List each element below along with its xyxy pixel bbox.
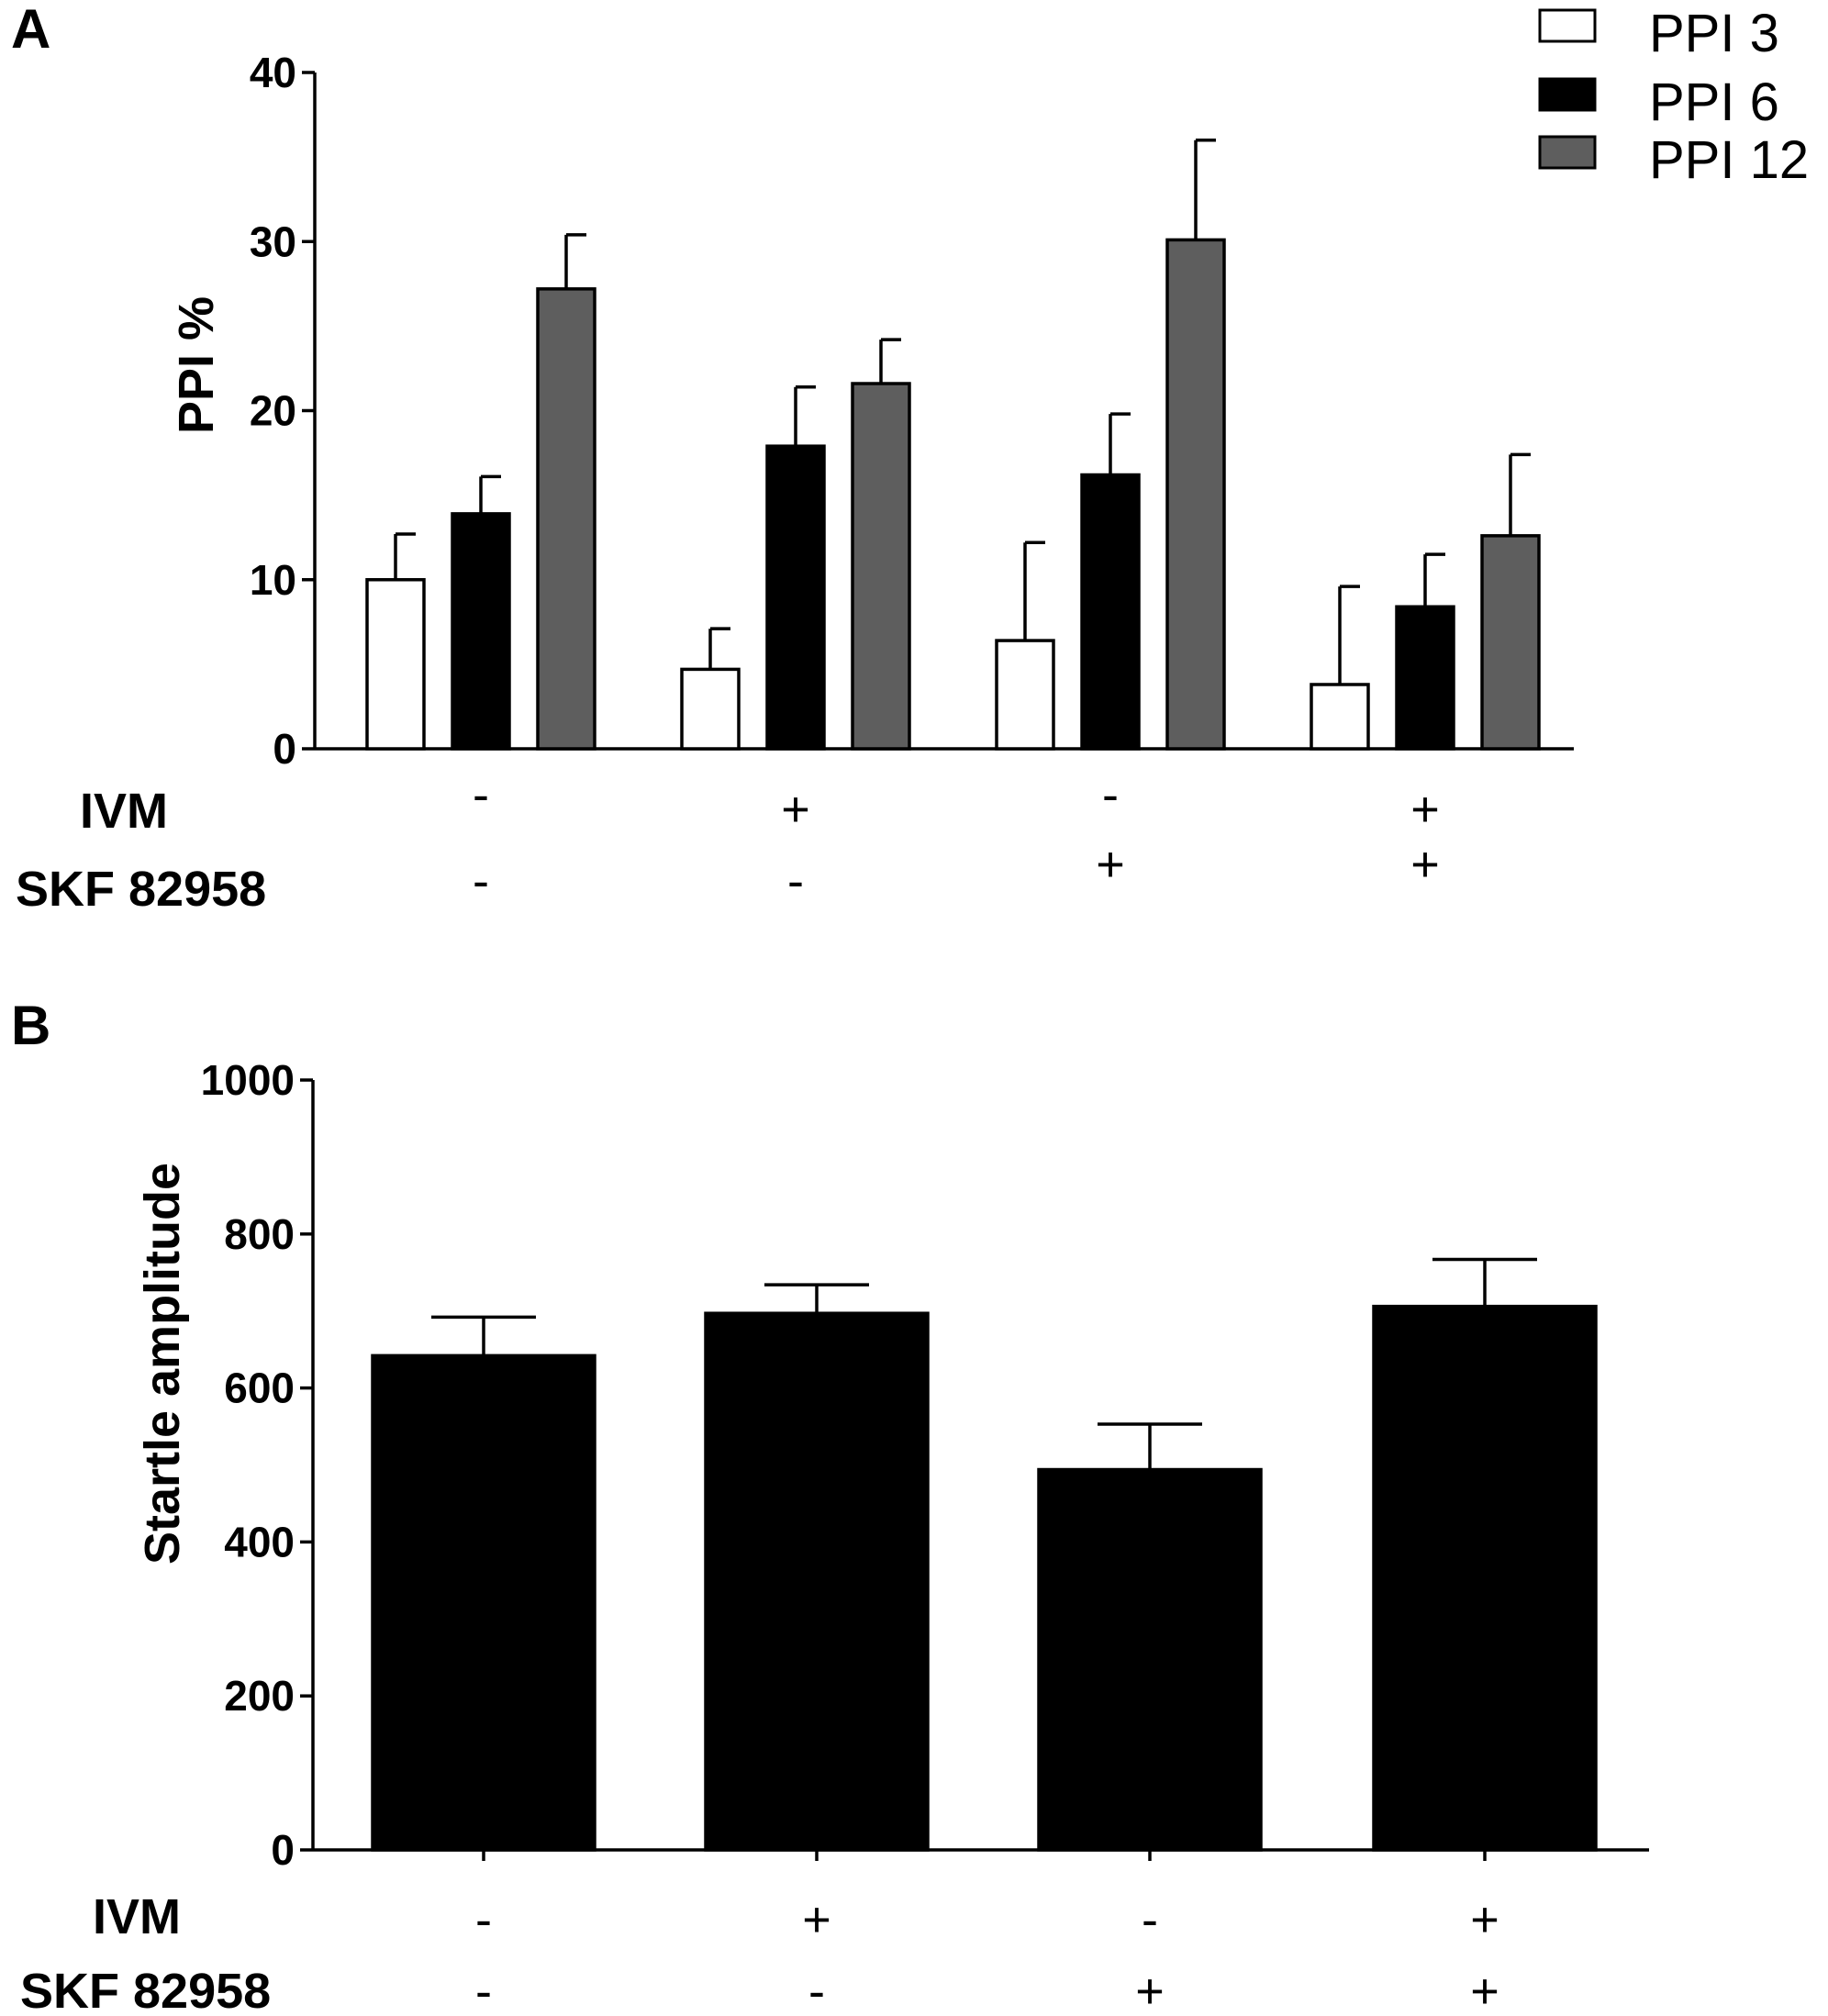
y-tick-label: 800 [224, 1210, 295, 1258]
bar-ppi-3 [1310, 683, 1370, 751]
bar-ppi-6 [1080, 473, 1141, 751]
panel-b-letter: B [11, 995, 50, 1056]
panel-a-row-label-ivm: IVM [80, 784, 168, 839]
y-tick-label: 0 [271, 1826, 295, 1874]
skf-sign: + [1135, 1964, 1165, 2016]
ivm-sign: + [1470, 1892, 1499, 1947]
panel-a-y-axis-label: PPI % [169, 296, 224, 434]
panel-b-chart: B Startle amplitude IVM SKF 82958 0 200 40… [11, 995, 1649, 2016]
y-tick-label: 1000 [201, 1056, 295, 1104]
y-tick-label: 30 [250, 217, 296, 265]
panel-b-y-axis-label: Startle amplitude [135, 1163, 190, 1565]
y-tick-label: 400 [224, 1518, 295, 1565]
bar-ppi-3 [995, 639, 1055, 751]
panel-b-row-label-ivm: IVM [93, 1889, 181, 1944]
skf-sign: + [1096, 837, 1125, 892]
y-tick-label: 40 [250, 49, 296, 96]
bar-ppi-3 [680, 667, 741, 751]
ivm-sign: - [1102, 767, 1119, 822]
bar-startle [1372, 1304, 1598, 1852]
ivm-sign: - [475, 1892, 492, 1947]
legend-label: PPI 12 [1649, 130, 1809, 190]
y-tick-label: 0 [273, 725, 296, 773]
bar-startle [1037, 1467, 1263, 1852]
bar-ppi-6 [765, 444, 826, 751]
y-tick-label: 200 [224, 1672, 295, 1720]
panel-b-row-label-skf: SKF 82958 [20, 1964, 271, 2016]
ivm-sign: - [1142, 1892, 1158, 1947]
panel-a-row-label-skf: SKF 82958 [16, 862, 266, 917]
y-tick-label: 600 [224, 1364, 295, 1412]
bar-startle [371, 1353, 596, 1852]
skf-sign: - [787, 853, 804, 908]
ivm-sign: + [802, 1892, 831, 1947]
bar-ppi-6 [451, 512, 511, 751]
bar-ppi-12 [536, 287, 596, 751]
legend-swatch [1538, 77, 1597, 112]
skf-sign: - [808, 1964, 825, 2016]
bar-ppi-6 [1395, 605, 1455, 751]
bar-ppi-12 [1480, 534, 1541, 751]
skf-sign: + [1470, 1964, 1499, 2016]
y-tick-label: 10 [250, 556, 296, 604]
skf-sign: - [473, 853, 489, 908]
ivm-sign: + [781, 782, 810, 837]
legend-label: PPI 3 [1649, 4, 1779, 63]
bar-ppi-12 [1165, 238, 1226, 751]
bar-startle [704, 1311, 930, 1852]
panel-a-letter: A [11, 0, 50, 60]
bar-ppi-12 [851, 382, 911, 751]
legend-label: PPI 6 [1649, 72, 1779, 132]
ivm-sign: - [473, 767, 489, 822]
legend-swatch [1538, 135, 1597, 170]
y-tick-label: 20 [250, 387, 296, 435]
ivm-sign: + [1410, 782, 1440, 837]
skf-sign: + [1410, 837, 1440, 892]
legend-swatch [1538, 8, 1597, 43]
bar-ppi-3 [365, 578, 426, 751]
skf-sign: - [475, 1964, 492, 2016]
